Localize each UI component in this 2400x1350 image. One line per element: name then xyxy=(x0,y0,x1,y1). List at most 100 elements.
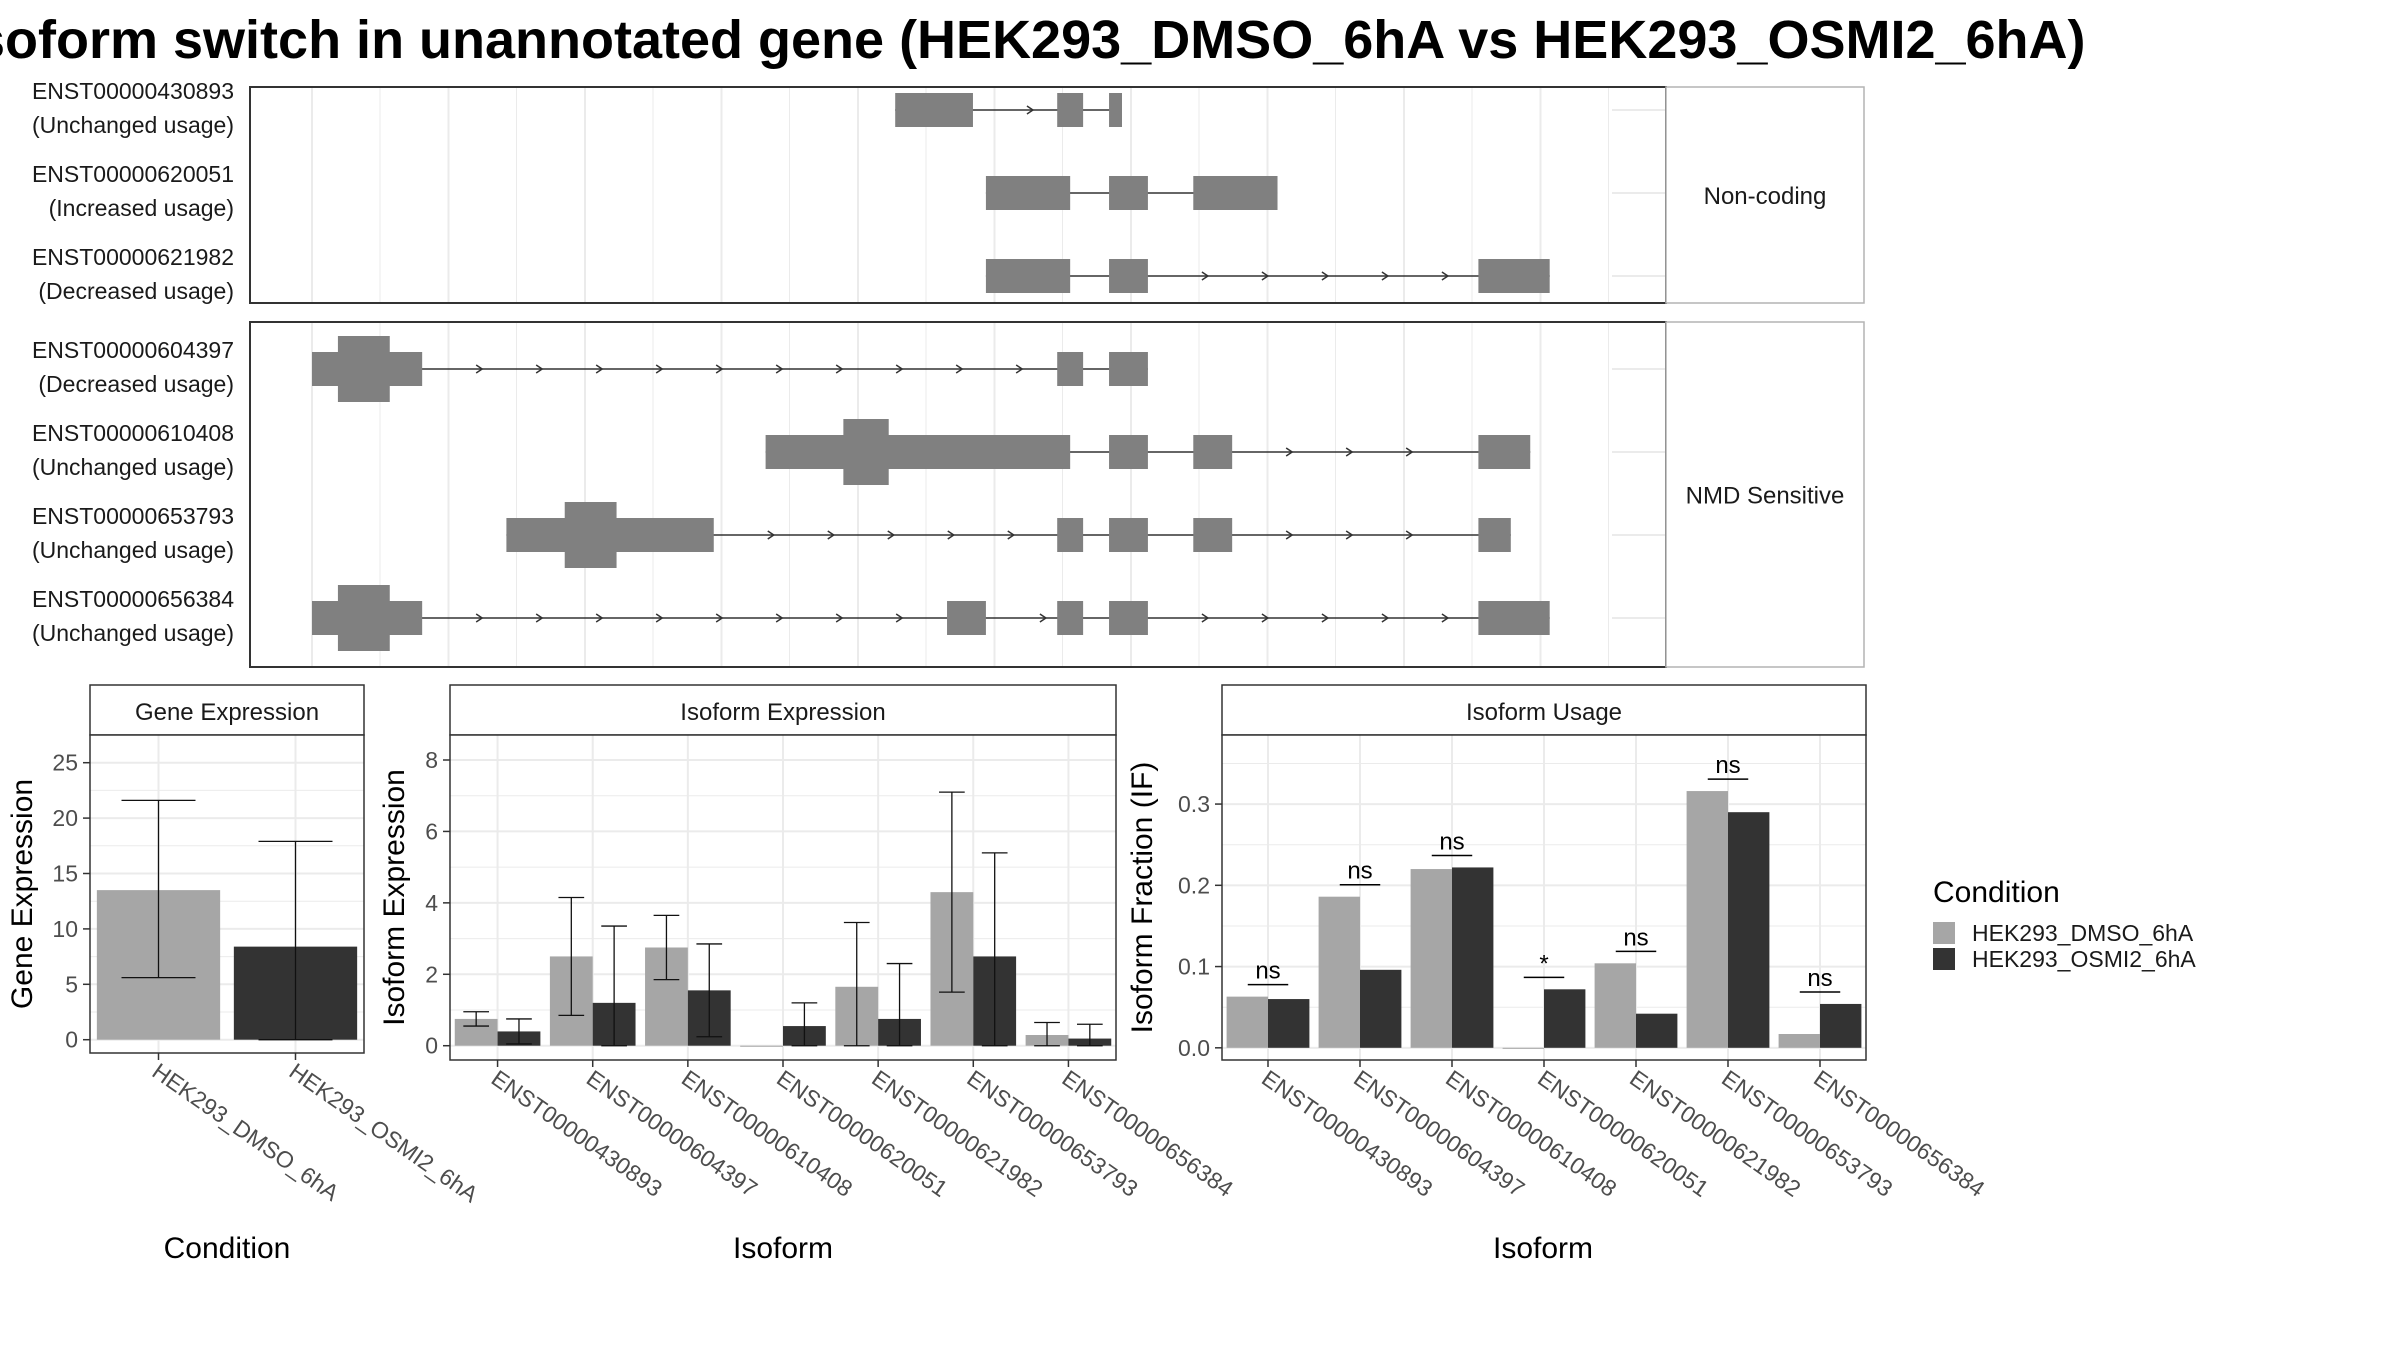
isoform-id-label: ENST00000620051 xyxy=(32,161,234,187)
group-strip xyxy=(1665,321,1865,668)
bar xyxy=(1778,1034,1820,1048)
intron-arrow xyxy=(947,530,956,540)
x-tick-label: ENST00000621982 xyxy=(867,1065,1047,1202)
isoform-usage-label: (Increased usage) xyxy=(49,195,234,221)
intron-arrow xyxy=(1345,530,1354,540)
bar xyxy=(1502,1047,1544,1049)
x-axis-title: Isoform xyxy=(1493,1232,1593,1265)
isoform-expression-panel: Isoform Expression02468ENST00000430893EN… xyxy=(378,684,1238,1265)
exon xyxy=(1109,435,1148,469)
y-axis-title: Gene Expression xyxy=(6,779,39,1009)
panel-strip xyxy=(449,684,1117,736)
y-tick-label: 20 xyxy=(52,805,78,831)
legend-swatch xyxy=(1933,948,1955,970)
isoform-usage-label: (Unchanged usage) xyxy=(32,537,234,563)
intron-arrow xyxy=(1015,364,1024,374)
intron-arrow xyxy=(1039,613,1048,623)
y-tick-label: 0 xyxy=(425,1033,438,1059)
intron-arrow xyxy=(775,613,784,623)
legend-title: Condition xyxy=(1933,876,2060,909)
y-tick-label: 0.1 xyxy=(1178,954,1210,980)
intron-arrow xyxy=(895,613,904,623)
exon xyxy=(1109,259,1148,293)
intron-arrow xyxy=(1405,530,1414,540)
intron-arrow xyxy=(1381,271,1390,281)
exon xyxy=(985,259,1071,293)
x-axis-title: Isoform xyxy=(733,1232,833,1265)
isoform-usage-label: (Unchanged usage) xyxy=(32,620,234,646)
exon xyxy=(1109,601,1148,635)
exon xyxy=(1109,176,1148,210)
isoform-usage-label: (Unchanged usage) xyxy=(32,454,234,480)
significance-label: * xyxy=(1539,950,1548,977)
panel-strip-title: Isoform Usage xyxy=(1466,699,1622,726)
significance-label: ns xyxy=(1807,965,1832,992)
intron-arrow xyxy=(1321,271,1330,281)
cds-block xyxy=(337,585,390,651)
exon xyxy=(1057,518,1084,552)
gene-expression-panel: Gene Expression0510152025HEK293_DMSO_6hA… xyxy=(6,684,483,1265)
intron-arrow xyxy=(595,364,604,374)
intron-arrow xyxy=(655,613,664,623)
x-tick-label: ENST00000620051 xyxy=(772,1065,952,1202)
bar xyxy=(1318,896,1360,1048)
intron-arrow xyxy=(715,613,724,623)
isoform-structure-panel: ENST00000430893 (Unchanged usage) ENST0000… xyxy=(32,78,1865,668)
significance-label: ns xyxy=(1623,924,1648,951)
intron-arrow xyxy=(1345,447,1354,457)
intron-arrow xyxy=(1261,613,1270,623)
intron-arrow xyxy=(1285,447,1294,457)
exon xyxy=(985,176,1071,210)
isoform-id-label: ENST00000430893 xyxy=(32,78,234,104)
intron-arrow xyxy=(887,530,896,540)
isoform-id-label: ENST00000621982 xyxy=(32,244,234,270)
intron-arrow xyxy=(955,364,964,374)
y-tick-label: 6 xyxy=(425,818,438,844)
exon xyxy=(1109,518,1148,552)
intron-arrow xyxy=(535,364,544,374)
group-strip xyxy=(1665,86,1865,304)
cds-block xyxy=(564,502,617,568)
group-strip-label: NMD Sensitive xyxy=(1686,483,1845,510)
y-tick-label: 8 xyxy=(425,747,438,773)
intron-arrow xyxy=(775,364,784,374)
plot-border xyxy=(449,734,1117,1061)
y-tick-label: 5 xyxy=(65,971,78,997)
group-strip-label: Non-coding xyxy=(1704,183,1827,210)
exon xyxy=(765,435,1071,469)
x-tick-label: ENST00000610408 xyxy=(1441,1065,1621,1202)
isoform-id-label: ENST00000610408 xyxy=(32,420,234,446)
x-tick-label: ENST00000656384 xyxy=(1809,1065,1990,1202)
intron-arrow xyxy=(595,613,604,623)
plot-border xyxy=(89,734,365,1054)
intron-arrow xyxy=(475,364,484,374)
legend-item-label: HEK293_OSMI2_6hA xyxy=(1972,946,2196,972)
intron-arrow xyxy=(1201,271,1210,281)
x-tick-label: ENST00000430893 xyxy=(1257,1065,1437,1202)
y-tick-label: 0.3 xyxy=(1178,791,1210,817)
intron-arrow xyxy=(767,530,776,540)
isoform-id-label: ENST00000604397 xyxy=(32,337,234,363)
y-tick-label: 4 xyxy=(425,890,438,916)
x-tick-label: ENST00000653793 xyxy=(1717,1065,1897,1202)
intron-arrow xyxy=(1405,447,1414,457)
panel-strip-title: Gene Expression xyxy=(135,699,319,726)
plot-border xyxy=(1221,734,1867,1061)
intron-arrow xyxy=(1261,271,1270,281)
bar xyxy=(1636,1013,1678,1048)
intron-arrow xyxy=(1026,105,1035,115)
panel-strip xyxy=(89,684,365,736)
intron-arrow xyxy=(1285,530,1294,540)
intron-arrow xyxy=(1201,613,1210,623)
bar xyxy=(1728,812,1770,1048)
panel-strip xyxy=(1221,684,1867,736)
bar xyxy=(1360,969,1402,1048)
significance-label: ns xyxy=(1439,828,1464,855)
exon xyxy=(947,601,986,635)
y-tick-label: 0.0 xyxy=(1178,1035,1210,1061)
exon xyxy=(1109,93,1122,127)
intron-arrow xyxy=(1441,613,1450,623)
y-tick-label: 0 xyxy=(65,1027,78,1053)
significance-label: ns xyxy=(1255,958,1280,985)
bar xyxy=(1226,996,1268,1048)
